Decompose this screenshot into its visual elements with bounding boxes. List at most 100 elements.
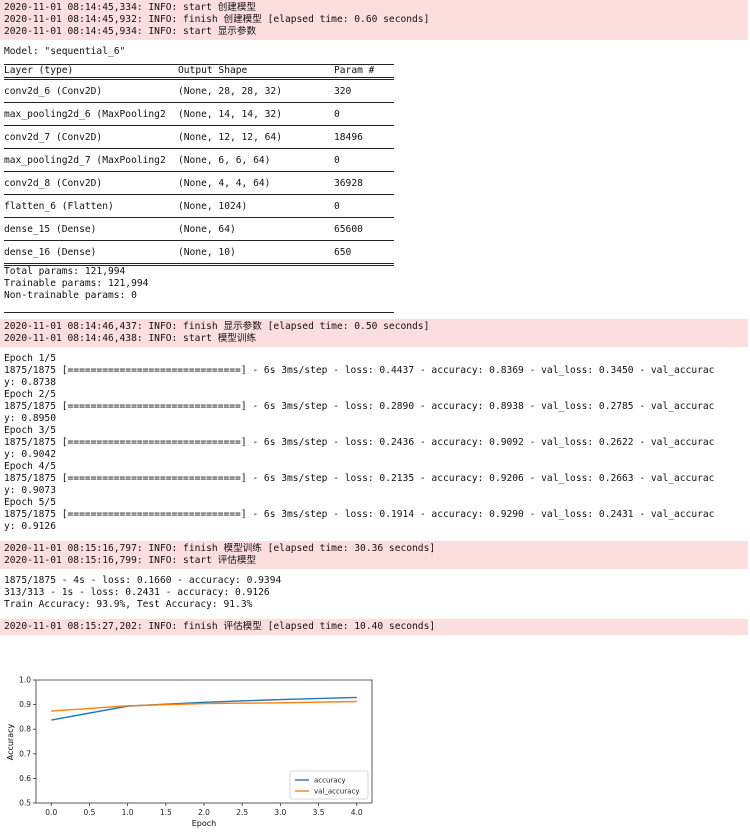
training-output: Epoch 1/5 1875/1875 [===================… — [0, 347, 750, 541]
layer-shape: (None, 28, 28, 32) — [178, 86, 282, 97]
x-tick-label: 1.5 — [160, 808, 172, 817]
summary-double-rule — [4, 77, 394, 80]
series-line-accuracy — [51, 696, 357, 721]
layer-params: 18496 — [334, 132, 363, 143]
header-param: Param # — [334, 65, 375, 76]
header-layer: Layer (type) — [4, 65, 74, 76]
eval-line: 313/313 - 1s - loss: 0.2431 - accuracy: … — [4, 587, 270, 598]
legend-label: accuracy — [314, 777, 346, 785]
series-line-val-accuracy — [51, 700, 357, 712]
layer-params: 320 — [334, 86, 352, 97]
legend-label: val_accuracy — [314, 788, 359, 796]
progress-line-wrap: y: 0.8738 — [4, 377, 56, 388]
accuracy-summary: Train Accuracy: 93.9%, Test Accuracy: 91… — [4, 599, 253, 610]
layer-params: 650 — [334, 247, 352, 258]
model-name-line: Model: "sequential_6" — [4, 46, 126, 57]
epoch-line: Epoch 1/5 — [4, 353, 56, 364]
layer-shape: (None, 1024) — [178, 201, 248, 212]
x-tick-label: 0.0 — [45, 808, 57, 817]
log-line: 2020-11-01 08:14:46,438: INFO: start 模型训… — [4, 333, 257, 344]
summary-rule — [4, 102, 394, 103]
layer-row: flatten_6 (Flatten) (None, 1024) 0 — [4, 201, 750, 213]
header-output-shape: Output Shape — [178, 65, 248, 76]
log-line: 2020-11-01 08:14:46,437: INFO: finish 显示… — [4, 321, 430, 332]
x-tick-label: 1.0 — [122, 808, 134, 817]
summary-rule — [4, 217, 394, 218]
y-tick-label: 0.7 — [19, 749, 31, 758]
epoch-line: Epoch 3/5 — [4, 425, 56, 436]
layer-shape: (None, 64) — [178, 224, 236, 235]
layer-shape: (None, 12, 12, 64) — [178, 132, 282, 143]
y-tick-label: 0.8 — [19, 725, 31, 734]
log-line: 2020-11-01 08:14:45,934: INFO: start 显示参… — [4, 26, 257, 37]
y-tick-label: 0.9 — [19, 700, 31, 709]
summary-rule — [4, 125, 394, 126]
log-block-train: 2020-11-01 08:14:46,437: INFO: finish 显示… — [0, 319, 748, 347]
layer-name: conv2d_6 (Conv2D) — [4, 86, 103, 97]
trainable-params: Trainable params: 121,994 — [4, 278, 149, 289]
layer-row: conv2d_6 (Conv2D) (None, 28, 28, 32) 320 — [4, 86, 750, 98]
log-line: 2020-11-01 08:15:16,797: INFO: finish 模型… — [4, 543, 436, 554]
summary-header-row: Layer (type) Output Shape Param # — [4, 65, 750, 77]
progress-line-wrap: y: 0.9073 — [4, 485, 56, 496]
layer-name: conv2d_7 (Conv2D) — [4, 132, 103, 143]
layer-row: dense_15 (Dense) (None, 64) 65600 — [4, 224, 750, 236]
progress-line-wrap: y: 0.8950 — [4, 413, 56, 424]
x-axis-label: Epoch — [192, 819, 217, 828]
summary-rule — [4, 194, 394, 195]
notebook-output: 2020-11-01 08:14:45,334: INFO: start 创建模… — [0, 0, 750, 635]
log-block-evaluate: 2020-11-01 08:15:16,797: INFO: finish 模型… — [0, 541, 748, 569]
layer-row: max_pooling2d_6 (MaxPooling2 (None, 14, … — [4, 109, 750, 121]
progress-line: 1875/1875 [=============================… — [4, 437, 715, 448]
log-block-finish: 2020-11-01 08:15:27,202: INFO: finish 评估… — [0, 619, 748, 635]
layer-name: max_pooling2d_7 (MaxPooling2 — [4, 155, 166, 166]
epoch-line: Epoch 4/5 — [4, 461, 56, 472]
non-trainable-params: Non-trainable params: 0 — [4, 290, 137, 301]
log-block-create-model: 2020-11-01 08:14:45,334: INFO: start 创建模… — [0, 0, 748, 40]
y-tick-label: 1.0 — [19, 676, 31, 685]
summary-rule — [4, 148, 394, 149]
layer-shape: (None, 10) — [178, 247, 236, 258]
x-tick-label: 3.0 — [274, 808, 286, 817]
x-tick-label: 2.5 — [236, 808, 248, 817]
layer-shape: (None, 4, 4, 64) — [178, 178, 271, 189]
layer-params: 0 — [334, 109, 340, 120]
y-tick-label: 0.6 — [19, 774, 31, 783]
layer-name: max_pooling2d_6 (MaxPooling2 — [4, 109, 166, 120]
legend-box — [289, 770, 369, 800]
summary-rule — [4, 171, 394, 172]
log-line: 2020-11-01 08:14:45,334: INFO: start 创建模… — [4, 2, 257, 13]
layer-shape: (None, 6, 6, 64) — [178, 155, 271, 166]
layer-params: 0 — [334, 201, 340, 212]
x-tick-label: 0.5 — [83, 808, 95, 817]
log-line: 2020-11-01 08:15:16,799: INFO: start 评估模… — [4, 555, 257, 566]
x-tick-label: 3.5 — [313, 808, 325, 817]
x-tick-label: 4.0 — [351, 808, 363, 817]
layer-params: 65600 — [334, 224, 363, 235]
log-line: 2020-11-01 08:14:45,932: INFO: finish 创建… — [4, 14, 430, 25]
y-axis-label: Accuracy — [6, 723, 15, 760]
accuracy-chart: Accuracy Epoch 0.0 0.5 1.0 1.5 2.0 2.5 3.0 3.5 4… — [0, 668, 380, 831]
log-line: 2020-11-01 08:15:27,202: INFO: finish 评估… — [4, 621, 436, 632]
x-tick-label: 2.0 — [198, 808, 210, 817]
summary-rule — [4, 64, 394, 65]
layer-name: conv2d_8 (Conv2D) — [4, 178, 103, 189]
summary-rule — [4, 312, 394, 313]
evaluation-output: 1875/1875 - 4s - loss: 0.1660 - accuracy… — [0, 569, 750, 619]
layer-name: flatten_6 (Flatten) — [4, 201, 114, 212]
layer-name: dense_15 (Dense) — [4, 224, 97, 235]
model-summary: Model: "sequential_6" Layer (type) Outpu… — [0, 40, 750, 319]
y-tick-label: 0.5 — [19, 799, 31, 808]
progress-line: 1875/1875 [=============================… — [4, 509, 715, 520]
epoch-line: Epoch 2/5 — [4, 389, 56, 400]
epoch-line: Epoch 5/5 — [4, 497, 56, 508]
progress-line-wrap: y: 0.9042 — [4, 449, 56, 460]
layer-params: 0 — [334, 155, 340, 166]
layer-row: conv2d_8 (Conv2D) (None, 4, 4, 64) 36928 — [4, 178, 750, 190]
accuracy-chart-svg: Accuracy Epoch 0.0 0.5 1.0 1.5 2.0 2.5 3.0 3.5 4… — [6, 676, 373, 828]
layer-row: max_pooling2d_7 (MaxPooling2 (None, 6, 6… — [4, 155, 750, 167]
progress-line: 1875/1875 [=============================… — [4, 473, 715, 484]
eval-line: 1875/1875 - 4s - loss: 0.1660 - accuracy… — [4, 575, 282, 586]
summary-double-rule — [4, 263, 394, 266]
layer-name: dense_16 (Dense) — [4, 247, 97, 258]
